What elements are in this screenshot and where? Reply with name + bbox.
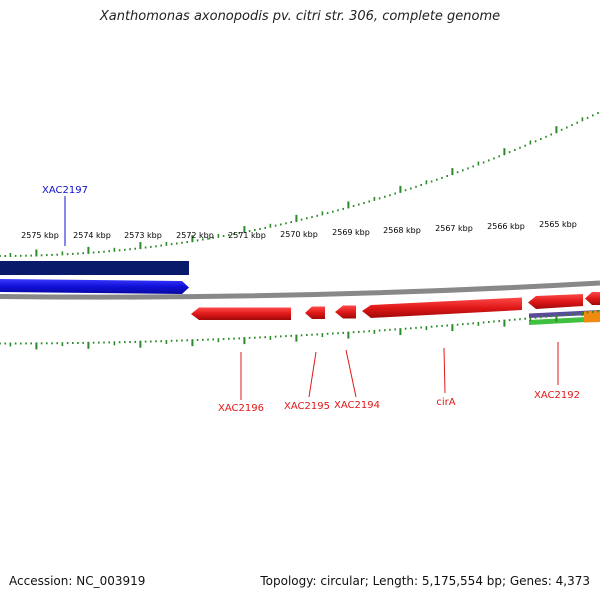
- scale-label: 2565 kbp: [539, 220, 577, 229]
- callout-line-xac2195: [308, 351, 317, 398]
- scale-ticks-bottom: [0, 310, 599, 350]
- map-title: Xanthomonas axonopodis pv. citri str. 30…: [99, 9, 501, 24]
- genome-summary-text: Topology: circular; Length: 5,175,554 bp…: [260, 574, 590, 588]
- scale-label: 2571 kbp: [228, 231, 266, 240]
- callout-line-xac2194: [345, 349, 357, 398]
- gene-callout-lines: [64, 196, 559, 400]
- feature-orange-bar: [584, 310, 600, 323]
- gene-label-xac2195[interactable]: XAC2195: [284, 401, 330, 412]
- scale-label: 2569 kbp: [332, 228, 370, 237]
- gene-xac2196-arrow[interactable]: [191, 307, 291, 321]
- scale-label: 2573 kbp: [124, 231, 162, 240]
- gene-xac2195-arrow[interactable]: [305, 306, 325, 320]
- gene-partial-arrow[interactable]: [585, 292, 600, 305]
- scale-labels: 2575 kbp 2574 kbp 2573 kbp 2572 kbp 2571…: [21, 220, 577, 240]
- forward-region-band: [0, 261, 189, 275]
- genome-backbone: [0, 280, 600, 300]
- scale-label: 2568 kbp: [383, 226, 421, 235]
- scale-label: 2575 kbp: [21, 231, 59, 240]
- gene-cira-arrow[interactable]: [362, 297, 522, 319]
- scale-label: 2574 kbp: [73, 231, 111, 240]
- callout-line-cira: [443, 347, 446, 394]
- gene-xac2192-arrow[interactable]: [528, 294, 583, 309]
- scale-label: 2567 kbp: [435, 224, 473, 233]
- gene-label-xac2194[interactable]: XAC2194: [334, 400, 380, 411]
- feature-green-bar: [529, 317, 586, 325]
- gene-label-xac2192[interactable]: XAC2192: [534, 390, 580, 401]
- gene-label-cira[interactable]: cirA: [436, 397, 455, 408]
- scale-label: 2570 kbp: [280, 230, 318, 239]
- gene-xac2197-arrow[interactable]: [0, 279, 189, 294]
- gene-labels: XAC2197 XAC2196 XAC2195 XAC2194 cirA XAC…: [42, 185, 580, 414]
- gene-label-xac2197[interactable]: XAC2197: [42, 185, 88, 196]
- scale-label: 2572 kbp: [176, 231, 214, 240]
- scale-ticks-top: [0, 112, 599, 257]
- gene-label-xac2196[interactable]: XAC2196: [218, 403, 264, 414]
- scale-label: 2566 kbp: [487, 222, 525, 231]
- accession-text: Accession: NC_003919: [9, 574, 146, 588]
- gene-xac2194-arrow[interactable]: [335, 305, 356, 319]
